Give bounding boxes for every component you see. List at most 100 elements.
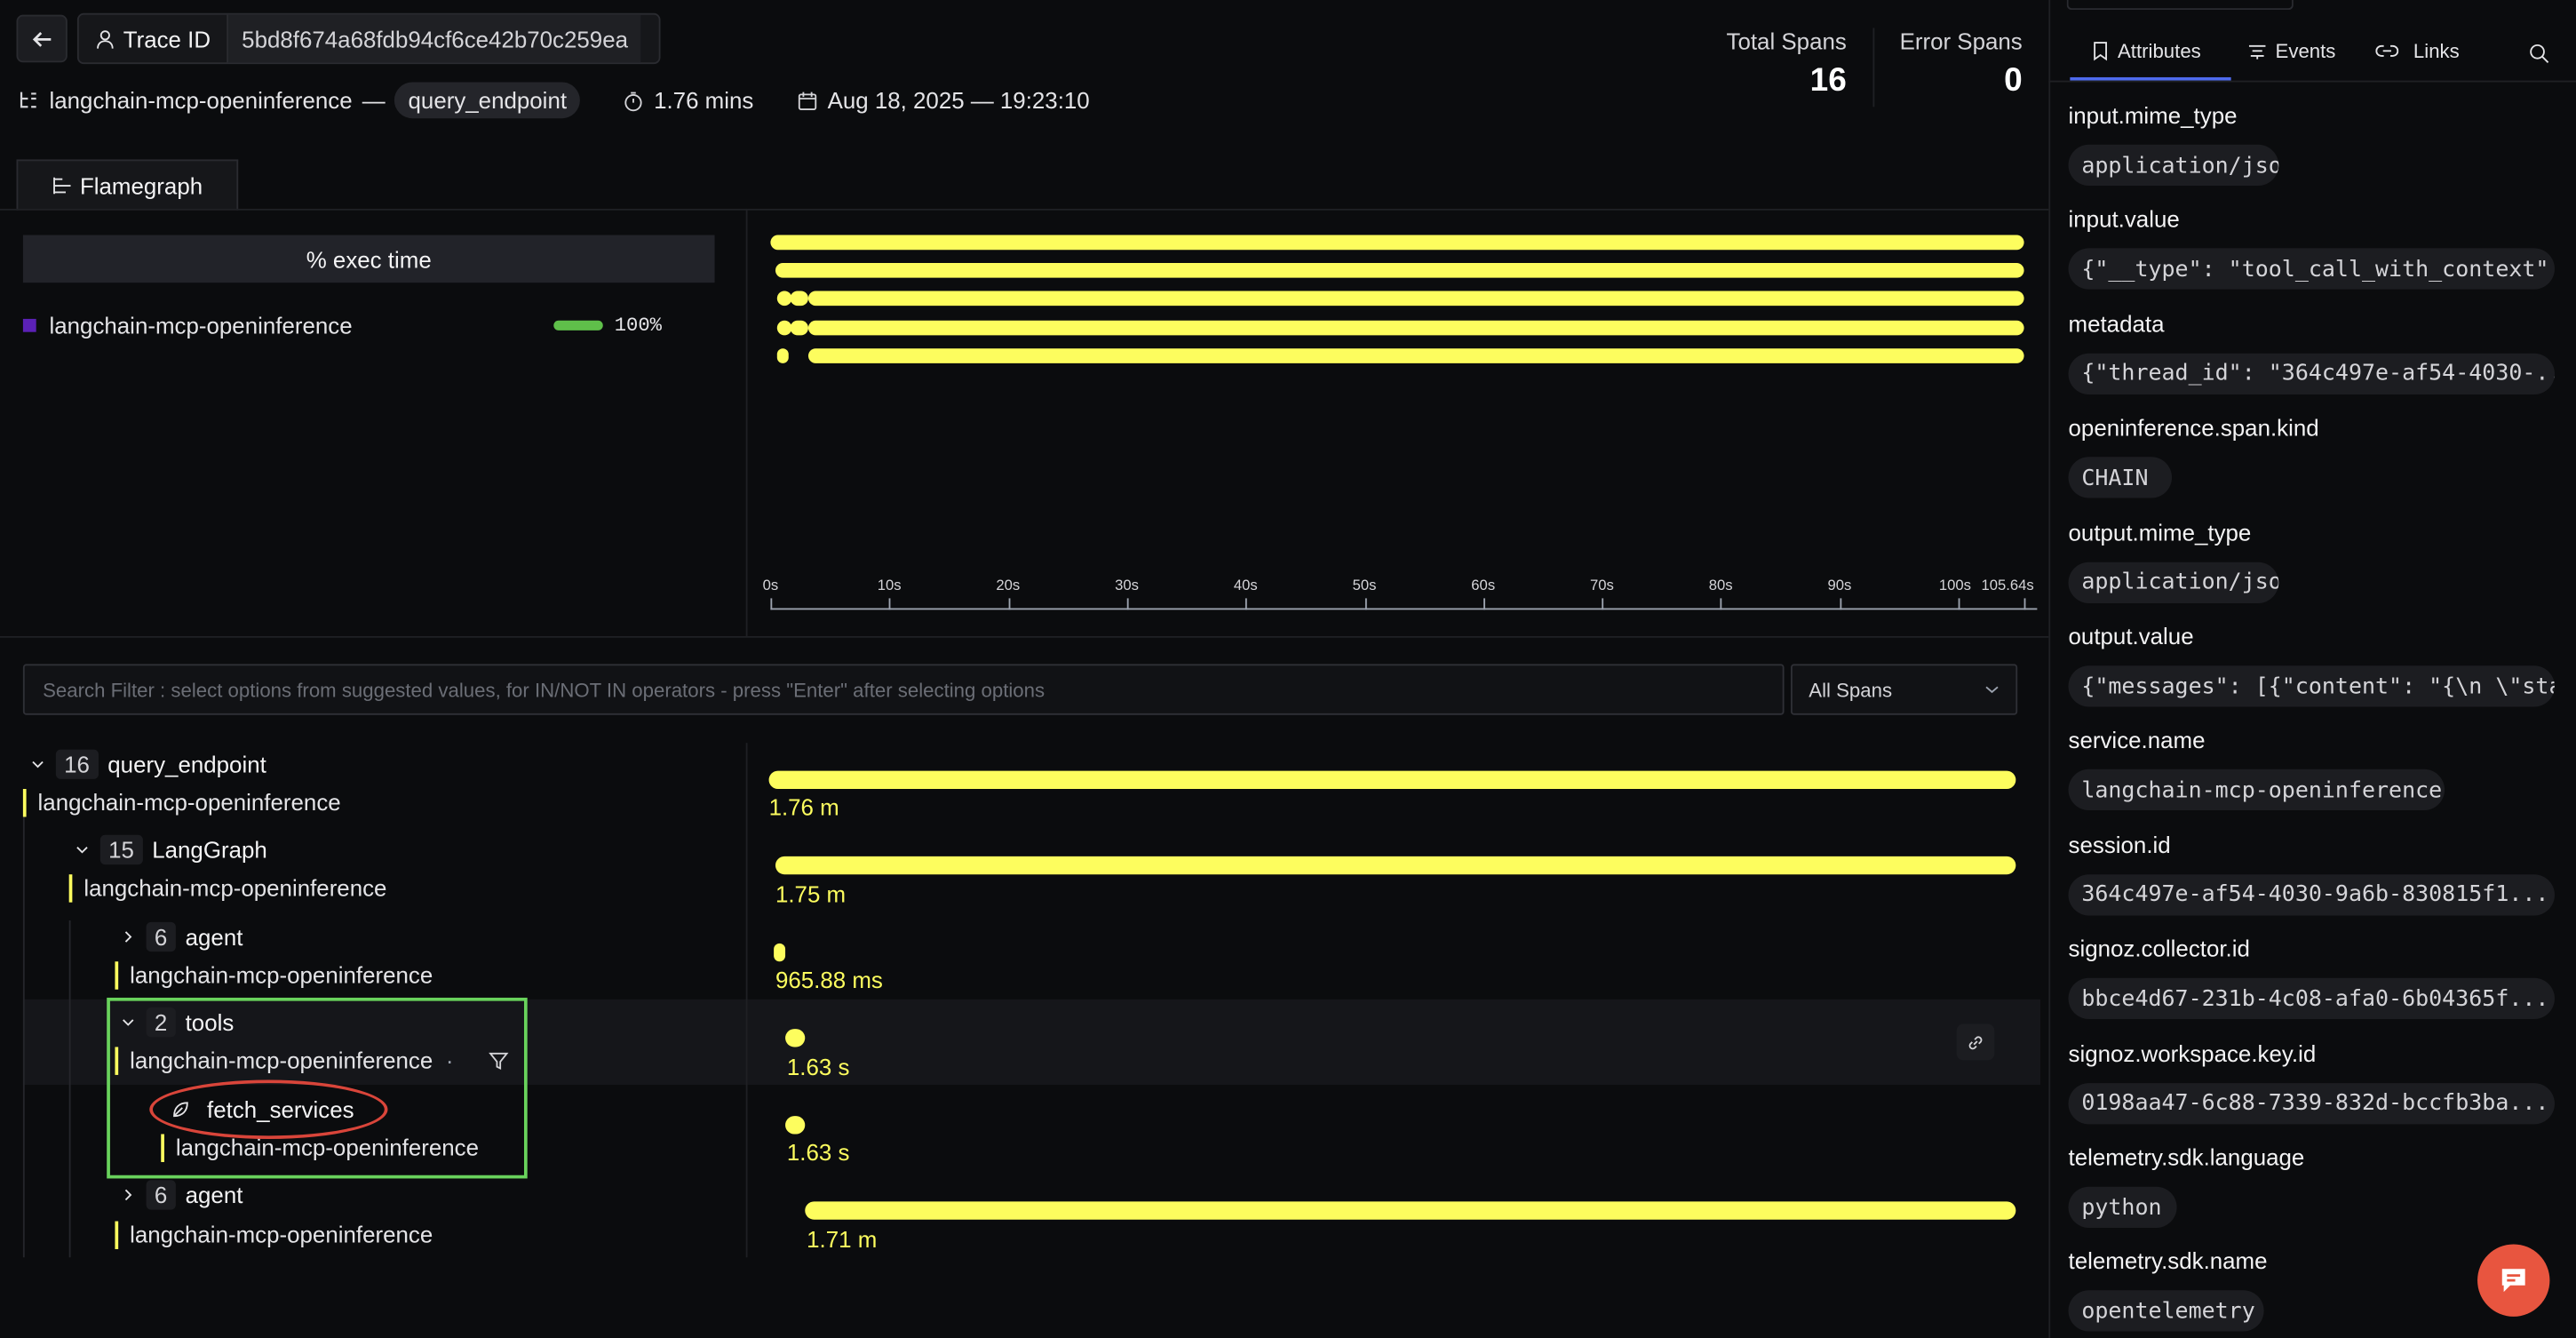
attribute-key: output.value (2068, 623, 2194, 649)
search-icon[interactable] (2528, 43, 2549, 64)
axis-tick-label: 100s (1938, 577, 1971, 593)
chevron-down-icon[interactable] (29, 756, 45, 773)
span-service: langchain-mcp-openinference (115, 1221, 433, 1249)
attribute-value[interactable]: {"thread_id": "364c497e-af54-4030-... (2068, 353, 2555, 394)
axis-tick (889, 598, 891, 610)
tab-attributes[interactable]: Attributes (2091, 39, 2201, 63)
attribute-value[interactable]: application/json (2068, 144, 2279, 187)
root-span-badge: query_endpoint (394, 82, 580, 119)
span-duration-bar[interactable] (785, 1116, 806, 1135)
axis-tick (770, 598, 773, 610)
attribute-key: output.mime_type (2068, 518, 2252, 546)
chat-icon (2501, 1269, 2525, 1293)
service-suffix: · (445, 1047, 454, 1074)
events-icon (2248, 44, 2266, 60)
span-duration-bar[interactable] (775, 856, 2016, 875)
highlight-oval (149, 1079, 388, 1140)
attribute-key: input.value (2068, 205, 2180, 233)
attribute-key: telemetry.sdk.name (2068, 1247, 2268, 1275)
axis-tick-label: 80s (1708, 577, 1733, 593)
highlight-box (107, 997, 528, 1179)
attribute-value[interactable]: 0198aa47-6c88-7339-832d-bccfb3ba... (2068, 1082, 2555, 1124)
axis-tick-label: 20s (996, 577, 1021, 593)
axis-tick (1602, 598, 1604, 610)
span-service: langchain-mcp-openinference (68, 874, 387, 903)
axis-tick (1126, 598, 1129, 610)
time-axis (770, 608, 2038, 610)
back-button[interactable] (16, 14, 68, 63)
attribute-value[interactable]: {"__type": "tool_call_with_context", "to… (2068, 249, 2555, 291)
attribute-key: session.id (2068, 831, 2171, 858)
flame-bar[interactable] (790, 291, 808, 307)
chevron-down-icon[interactable] (74, 841, 90, 858)
filter-icon[interactable] (488, 1050, 509, 1071)
span-duration-bar[interactable] (805, 1201, 2016, 1220)
attribute-value[interactable]: python (2068, 1186, 2177, 1228)
legend-service: langchain-mcp-openinference (49, 312, 353, 339)
attribute-value[interactable]: bbce4d67-231b-4c08-afa0-6b04365f... (2068, 978, 2555, 1020)
attribute-key: signoz.collector.id (2068, 935, 2250, 962)
chevron-down-icon[interactable] (120, 1014, 136, 1031)
exec-legend-row: langchain-mcp-openinference 100% (22, 309, 715, 342)
span-row-agent[interactable]: 6 agent (120, 1178, 242, 1211)
error-spans-stat: Error Spans 0 (1900, 28, 2023, 100)
tab-events-label: Events (2275, 39, 2336, 63)
tab-attributes-label: Attributes (2118, 39, 2201, 63)
flame-bar[interactable] (776, 291, 792, 307)
axis-tick (1245, 598, 1248, 610)
axis-tick (1364, 598, 1366, 610)
copy-link-button[interactable] (1956, 1023, 1995, 1061)
flamegraph-chart[interactable]: 0s 10s 20s 30s 40s 50s 60s 70s 80s 90s 100s 105.64s (0, 0, 2048, 636)
exec-pct-bar (553, 320, 603, 331)
span-duration-bar[interactable] (774, 943, 786, 962)
flame-bar[interactable] (776, 320, 792, 336)
calendar-icon (798, 91, 816, 110)
axis-tick (1721, 598, 1722, 610)
axis-tick-label: 70s (1590, 577, 1614, 593)
span-child-count: 6 (146, 1180, 176, 1210)
flamegraph-icon (52, 177, 70, 195)
attribute-value[interactable]: {"messages": [{"content": "{\n \"statu..… (2068, 665, 2555, 707)
exec-time-header: % exec time (22, 235, 715, 283)
attribute-value[interactable]: application/json (2068, 561, 2279, 603)
attribute-value[interactable]: 364c497e-af54-4030-9a6b-830815f1... (2068, 873, 2555, 916)
span-row-query-endpoint[interactable]: 16 query_endpoint (29, 748, 266, 781)
flame-bar[interactable] (807, 291, 2024, 307)
span-duration-bar[interactable] (785, 1029, 806, 1047)
flame-bar[interactable] (776, 348, 789, 363)
axis-tick-label: 0s (762, 577, 779, 593)
tab-flamegraph[interactable]: Flamegraph (16, 159, 239, 211)
span-duration-bar[interactable] (768, 770, 2016, 789)
flame-bar[interactable] (807, 348, 2024, 363)
attribute-value[interactable]: opentelemetry (2068, 1290, 2264, 1333)
attribute-value[interactable]: langchain-mcp-openinference (2068, 769, 2445, 811)
trace-id-value[interactable]: 5bd8f674a68fdb94cf6ce42b70c259ea (228, 14, 641, 63)
span-row-agent[interactable]: 6 agent (120, 920, 242, 953)
flame-bar[interactable] (775, 263, 2024, 278)
tab-events[interactable]: Events (2247, 39, 2335, 62)
tab-links[interactable]: Links (2375, 39, 2460, 62)
chat-support-button[interactable] (2477, 1244, 2550, 1317)
total-spans-label: Total Spans (1726, 28, 1847, 55)
span-service: langchain-mcp-openinference (161, 1134, 479, 1162)
search-filter-input[interactable]: Search Filter : select options from sugg… (22, 664, 1785, 715)
flame-bar[interactable] (807, 320, 2024, 336)
tree-icon (20, 92, 36, 108)
span-row-langgraph[interactable]: 15 LangGraph (74, 833, 267, 866)
link-icon (1968, 1035, 1983, 1049)
trace-date: Aug 18, 2025 — 19:23:10 (827, 87, 1090, 114)
attribute-value[interactable]: CHAIN (2068, 457, 2173, 498)
axis-tick (1839, 598, 1841, 610)
chevron-right-icon[interactable] (120, 928, 136, 945)
span-duration: 965.88 ms (775, 966, 883, 993)
span-row-tools[interactable]: 2 tools (120, 1006, 234, 1039)
flame-bar[interactable] (790, 320, 808, 336)
chevron-right-icon[interactable] (120, 1187, 136, 1204)
span-type-select[interactable]: All Spans (1790, 664, 2018, 715)
flame-bar[interactable] (770, 235, 2024, 251)
span-name: tools (185, 1008, 235, 1036)
separator: — (362, 87, 386, 114)
attribute-key: signoz.workspace.key.id (2068, 1039, 2317, 1066)
axis-tick-label: 60s (1471, 577, 1496, 593)
span-child-count: 15 (99, 834, 143, 865)
